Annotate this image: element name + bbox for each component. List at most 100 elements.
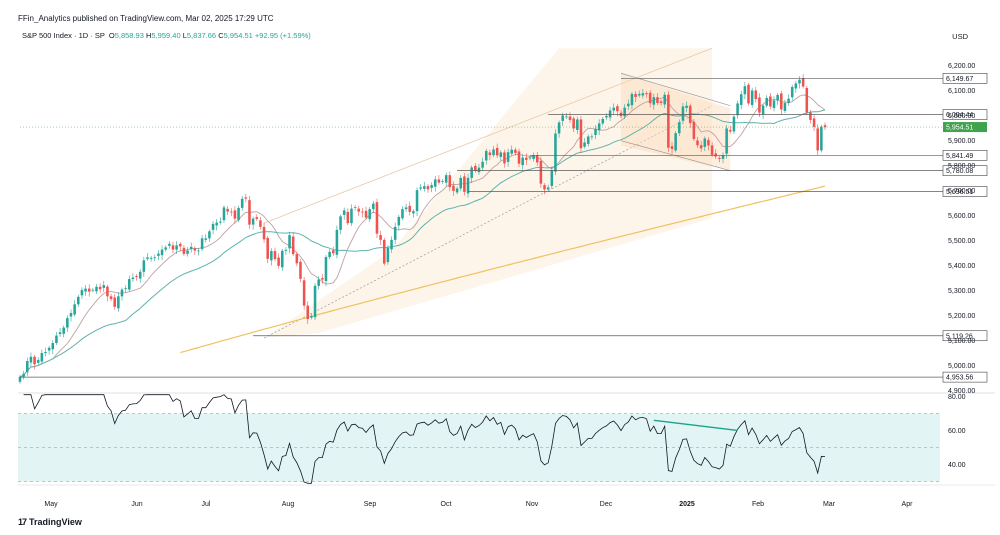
candle-body (790, 86, 794, 98)
candle-body (266, 237, 269, 259)
candle-body (608, 110, 612, 118)
level-label-box (942, 149, 988, 161)
candle-body (339, 216, 342, 230)
candle-body (69, 313, 73, 317)
candle-body (171, 245, 175, 250)
symbol-name[interactable]: S&P 500 Index · 1D · SP (22, 31, 105, 40)
candle-body (324, 257, 328, 282)
price-axis-tick: 5,900.00 (948, 138, 975, 145)
candle-body (459, 177, 463, 189)
candle-body (142, 260, 146, 272)
candle-body (226, 208, 229, 212)
candle-body (262, 226, 266, 240)
candle-body (743, 86, 747, 95)
candle-body (645, 93, 648, 95)
candle-body (761, 105, 765, 115)
candle-body (33, 356, 36, 365)
candle-body (769, 96, 772, 107)
candle-body (240, 198, 244, 208)
candle-body (758, 97, 761, 113)
close-value: 5,954.51 (223, 31, 253, 40)
candle-body (455, 188, 459, 193)
candle-body (823, 125, 827, 128)
candle-body (718, 157, 721, 159)
candle-body (211, 223, 215, 230)
candle-body (80, 290, 84, 296)
candle-body (273, 251, 277, 260)
candle-body (535, 155, 539, 163)
channel-upper-line (263, 47, 713, 224)
rsi-axis-tick: 60.00 (948, 428, 966, 435)
candle-body (280, 250, 284, 268)
candle-body (128, 279, 131, 290)
time-axis-tick: Feb (752, 501, 764, 508)
candle-body (517, 151, 521, 164)
candle-body (58, 332, 62, 335)
candle-body (503, 152, 506, 164)
candle-body (605, 115, 608, 118)
time-axis-tick: May (44, 501, 58, 508)
candle-body (670, 146, 674, 149)
candle-body (739, 94, 743, 105)
candle-body (397, 216, 401, 226)
candle-body (470, 167, 473, 178)
candle-body (197, 250, 200, 252)
candle-body (521, 157, 524, 166)
tradingview-logo[interactable]: 17 TradingView (18, 517, 82, 527)
candle-body (641, 93, 645, 96)
candle-body (386, 247, 390, 263)
price-axis-tick: 5,600.00 (948, 213, 975, 220)
currency-label[interactable]: USD (952, 32, 968, 41)
candle-body (780, 93, 783, 110)
level-label: 5,780.08 (946, 168, 973, 175)
candle-body (433, 179, 437, 187)
level-label-box (942, 186, 988, 197)
candle-body (346, 211, 350, 224)
candle-body (299, 261, 302, 279)
candle-body (801, 78, 805, 87)
candle-body (750, 90, 754, 105)
candle-body (390, 239, 393, 250)
candle-body (812, 118, 816, 127)
candle-body (725, 128, 728, 154)
candle-body (26, 361, 29, 373)
candle-body (113, 297, 116, 307)
candle-body (222, 207, 226, 221)
candle-body (189, 246, 193, 250)
time-axis-tick: 2025 (679, 501, 695, 508)
candle-body (164, 247, 167, 250)
candle-body (798, 79, 801, 84)
candle-body (492, 149, 495, 156)
candle-body (55, 335, 58, 344)
candle-body (77, 296, 80, 305)
candle-body (528, 157, 532, 159)
symbol-ohlc-legend: S&P 500 Index · 1D · SP O5,858.93 H5,959… (22, 31, 311, 40)
candle-body (284, 249, 288, 251)
ma-slow-line (180, 185, 826, 354)
time-axis-tick: Nov (526, 501, 539, 508)
candle-body (747, 84, 750, 104)
candle-body (157, 253, 160, 256)
desc-lower-line (620, 140, 731, 171)
candle-body (765, 97, 768, 106)
candle-body (131, 277, 135, 280)
candle-body (375, 202, 379, 234)
candle-body (233, 210, 237, 219)
candle-body (175, 245, 178, 250)
candle-body (550, 170, 554, 186)
candle-body (29, 356, 33, 363)
candle-body (295, 254, 299, 264)
candle-body (361, 211, 364, 213)
candle-body (313, 285, 317, 318)
candle-body (364, 210, 368, 218)
candle-body (616, 106, 619, 112)
candle-body (248, 200, 251, 225)
candle-body (463, 176, 466, 192)
candle-body (408, 205, 412, 212)
channel-lower-line (263, 105, 713, 339)
low-value: 5,837.66 (186, 31, 217, 40)
candle-body (805, 87, 809, 113)
price-axis-tick: 6,100.00 (948, 88, 975, 95)
candle-body (178, 243, 182, 247)
